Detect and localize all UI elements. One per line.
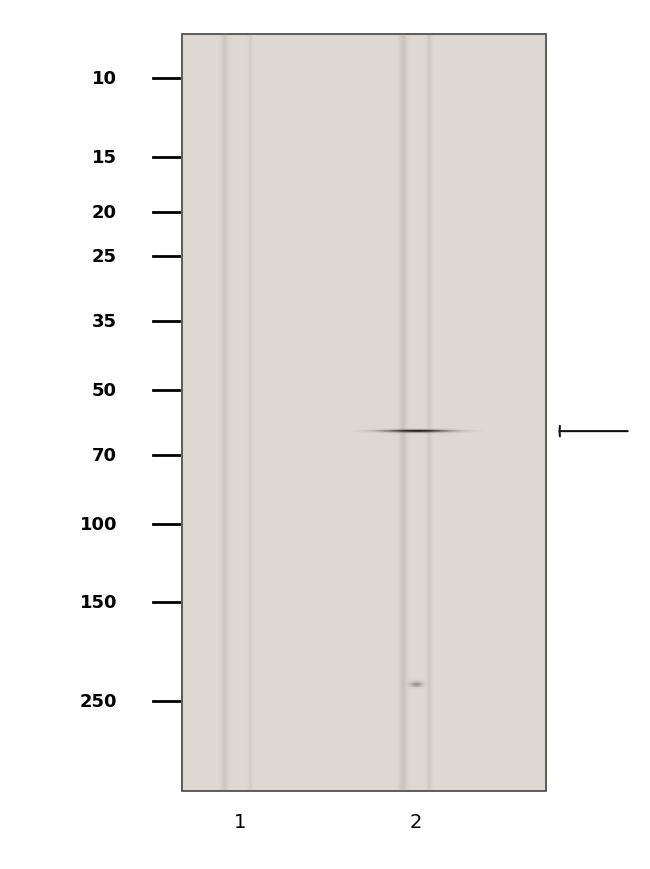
Text: 2: 2 (410, 812, 422, 831)
Text: 250: 250 (79, 692, 117, 710)
Text: 1: 1 (234, 812, 247, 831)
Text: 20: 20 (92, 204, 117, 222)
Text: 50: 50 (92, 381, 117, 399)
Text: 10: 10 (92, 70, 117, 89)
Text: 15: 15 (92, 149, 117, 167)
Text: 25: 25 (92, 247, 117, 265)
Text: 35: 35 (92, 312, 117, 330)
Bar (182, 35, 546, 791)
Text: 70: 70 (92, 446, 117, 464)
Text: 100: 100 (79, 515, 117, 533)
Text: 150: 150 (79, 594, 117, 611)
